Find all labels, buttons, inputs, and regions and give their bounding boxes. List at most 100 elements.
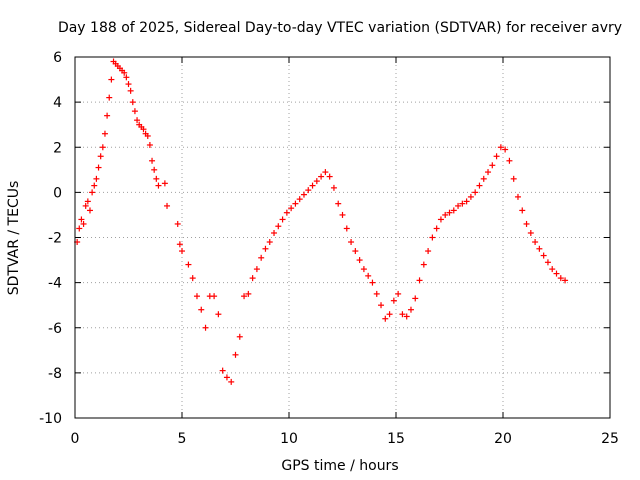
y-tick-label: -10 [39,411,62,427]
data-points [74,58,569,385]
data-point [91,182,98,189]
data-point [125,81,132,88]
data-point [121,69,128,76]
data-point [153,175,160,182]
data-point [407,306,414,313]
data-point [164,202,171,209]
data-point [198,306,205,313]
data-point [425,248,432,255]
data-point [223,374,230,381]
data-point [360,266,367,273]
data-point [514,193,521,200]
data-point [544,259,551,266]
data-point [129,99,136,106]
data-point [258,254,265,261]
data-point [330,184,337,191]
data-point [352,248,359,255]
data-point [189,275,196,282]
data-point [78,216,85,223]
data-point [382,315,389,322]
data-point [412,295,419,302]
data-point [219,367,226,374]
data-point [179,248,185,255]
data-point [497,144,504,151]
y-tick-label: 6 [53,50,62,66]
data-point [155,182,162,189]
y-tick-label: -4 [48,276,62,292]
y-tick-label: 0 [53,185,62,201]
data-point [266,239,273,246]
data-point [292,200,299,207]
data-point [283,209,290,216]
data-point [131,108,138,115]
data-point [151,166,158,173]
data-point [288,205,295,212]
data-point [241,293,248,300]
data-point [146,141,153,148]
data-point [502,146,509,153]
data-point [557,275,564,282]
data-point [536,245,543,252]
data-point [309,182,316,189]
data-point [485,169,492,176]
chart-title: Day 188 of 2025, Sidereal Day-to-day VTE… [58,20,622,36]
data-point [86,207,93,214]
x-tick-label: 0 [71,431,80,447]
y-tick-label: 2 [53,140,62,156]
y-tick-label: 4 [53,95,62,111]
data-point [378,302,385,309]
data-point [549,266,556,273]
data-point [95,164,102,171]
data-point [228,378,235,385]
data-point [101,130,108,137]
data-point [82,202,89,209]
data-point [108,76,115,83]
data-point [99,144,106,151]
data-point [399,311,406,318]
data-point [386,311,393,318]
data-point [185,261,192,268]
x-tick-label: 25 [601,431,619,447]
data-point [296,196,303,203]
data-point [149,157,156,164]
y-tick-label: -6 [48,321,62,337]
data-point [339,211,346,218]
data-point [395,290,402,297]
data-point [245,290,252,297]
data-point [369,279,376,286]
data-point [450,207,457,214]
grid [75,57,610,418]
data-point [365,272,372,279]
data-point [429,234,436,241]
data-point [510,175,517,182]
y-axis-label: SDTVAR / TECUs [6,181,22,296]
data-point [455,202,462,209]
data-point [176,241,183,248]
data-point [442,211,449,218]
data-point [506,157,513,164]
data-point [532,239,539,246]
data-point [335,200,342,207]
axis-ticks: 0 5 10 15 20 25 -10 -8 -6 -4 -2 0 2 4 6 [39,50,619,447]
data-point [104,112,111,119]
data-point [249,275,256,282]
data-point [356,257,363,264]
data-point [174,220,181,227]
data-point [232,351,239,358]
x-tick-label: 10 [280,431,298,447]
data-point [480,175,487,182]
data-point [193,293,200,300]
data-point [343,225,350,232]
data-point [322,169,329,176]
data-point [420,261,427,268]
data-point [80,220,87,227]
data-point [313,178,320,185]
data-point [467,193,474,200]
data-point [527,229,534,236]
data-point [134,117,141,124]
data-point [123,74,130,81]
x-tick-label: 20 [494,431,512,447]
data-point [271,229,278,236]
data-point [326,173,333,180]
